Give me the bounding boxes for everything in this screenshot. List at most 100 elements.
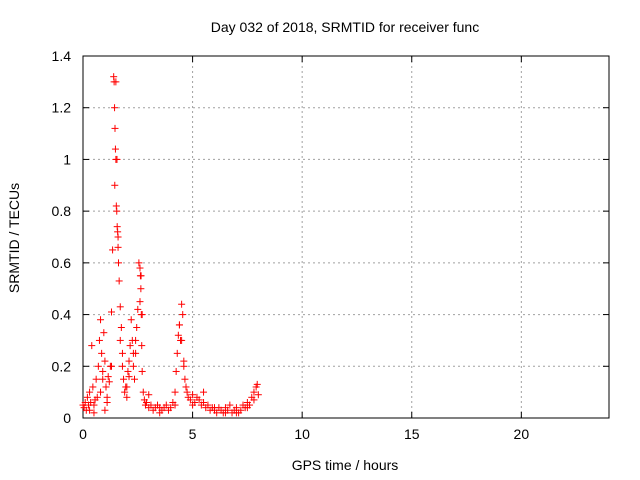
data-point (116, 303, 124, 311)
data-point (136, 298, 144, 306)
data-point (121, 388, 129, 396)
y-axis-label: SRMTID / TECUs (6, 183, 22, 293)
data-point (253, 380, 261, 388)
x-tick-label: 5 (189, 426, 197, 442)
data-point (101, 406, 109, 414)
x-tick-label: 0 (79, 426, 87, 442)
data-point (90, 409, 98, 417)
data-point (243, 404, 251, 412)
y-tick-label: 1.4 (52, 48, 72, 64)
data-point (95, 336, 103, 344)
data-point (107, 362, 115, 370)
data-point (93, 393, 101, 401)
data-point (120, 375, 128, 383)
data-point (123, 383, 131, 391)
data-point (105, 378, 113, 386)
data-point (97, 388, 105, 396)
x-tick-label: 15 (404, 426, 420, 442)
data-point (115, 259, 123, 267)
data-point (100, 329, 108, 337)
data-point (125, 357, 133, 365)
data-point (134, 305, 142, 313)
data-point (103, 398, 111, 406)
data-point (83, 393, 91, 401)
data-point (112, 78, 120, 86)
data-point (114, 243, 122, 251)
data-point (113, 155, 121, 163)
data-point (135, 259, 143, 267)
data-point (172, 367, 180, 375)
data-point (111, 124, 119, 132)
data-point (113, 207, 121, 215)
data-point (180, 357, 188, 365)
data-point (178, 336, 186, 344)
data-point (204, 401, 212, 409)
data-point (162, 401, 170, 409)
data-point (147, 401, 155, 409)
data-points (79, 73, 262, 417)
axis-ticks: 0 5 10 15 20 0 0.2 0.4 0.6 0.8 1 1.2 1.4 (52, 48, 609, 442)
data-point (138, 342, 146, 350)
data-point (92, 375, 100, 383)
data-point (125, 373, 133, 381)
data-point (104, 373, 112, 381)
data-point (139, 388, 147, 396)
data-point (179, 311, 187, 319)
data-point (89, 383, 97, 391)
data-point (145, 391, 153, 399)
y-tick-label: 0.8 (52, 203, 72, 219)
data-point (156, 409, 164, 417)
data-point (99, 375, 107, 383)
data-point (250, 396, 258, 404)
data-point (189, 401, 197, 409)
data-point (90, 401, 98, 409)
data-point (102, 383, 110, 391)
x-tick-label: 20 (514, 426, 530, 442)
data-point (137, 285, 145, 293)
data-point (174, 331, 182, 339)
data-point (254, 391, 262, 399)
data-point (137, 272, 145, 280)
data-point (171, 401, 179, 409)
data-point (226, 401, 234, 409)
data-point (101, 357, 109, 365)
y-tick-label: 1.2 (52, 100, 72, 116)
grid-lines (83, 56, 609, 418)
y-tick-label: 0.2 (52, 358, 72, 374)
data-point (178, 300, 186, 308)
data-point (189, 391, 197, 399)
chart-title: Day 032 of 2018, SRMTID for receiver fun… (211, 19, 479, 35)
data-point (211, 404, 218, 412)
y-tick-label: 0 (63, 410, 71, 426)
data-point (118, 362, 126, 370)
data-point (117, 324, 125, 331)
data-point (167, 404, 175, 412)
data-point (213, 409, 221, 417)
data-point (124, 367, 132, 375)
data-point (138, 311, 146, 319)
data-point (107, 308, 115, 316)
data-point (86, 388, 94, 396)
data-point (143, 398, 151, 406)
data-point (173, 349, 181, 357)
y-tick-label: 1 (63, 151, 71, 167)
y-tick-label: 0.4 (52, 307, 72, 323)
data-point (132, 336, 140, 344)
data-point (200, 398, 208, 406)
x-axis-label: GPS time / hours (292, 457, 399, 473)
data-point (186, 396, 194, 404)
data-point (123, 393, 131, 401)
data-point (98, 349, 106, 357)
data-point (99, 367, 107, 375)
data-point (171, 388, 179, 396)
data-point (129, 349, 137, 357)
y-tick-label: 0.6 (52, 255, 72, 271)
data-point (221, 409, 229, 417)
data-point (138, 367, 146, 375)
data-point (181, 375, 189, 383)
data-point (126, 342, 134, 350)
data-point (111, 145, 119, 153)
data-point (136, 264, 144, 272)
data-point (94, 362, 102, 370)
data-point (232, 409, 240, 417)
